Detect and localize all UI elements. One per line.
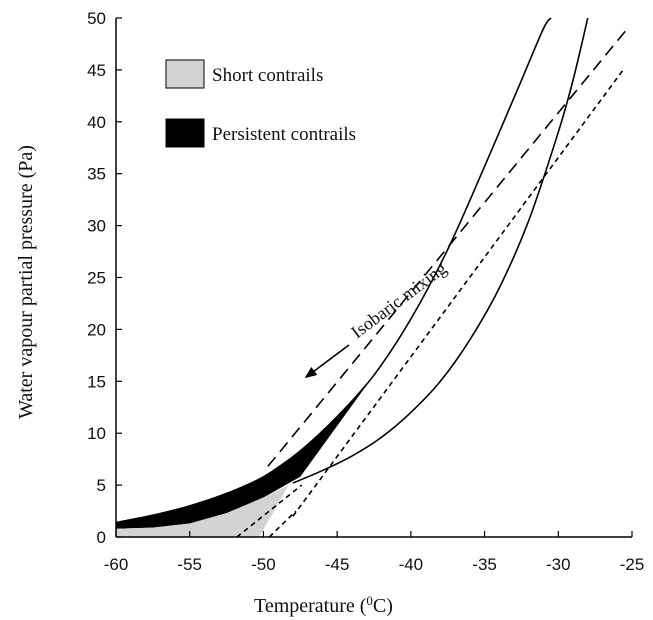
legend-swatch-short-contrails [165,59,205,89]
region-short-contrails [116,485,289,537]
y-tick-label: 20 [87,320,106,339]
x-ticks: -60 -55 -50 -45 -40 -35 -30 -25 [104,531,645,574]
y-tick-label: 5 [97,476,106,495]
x-tick-label: -55 [177,555,202,574]
series-long-dashed-2 [267,27,629,467]
legend: Short contrails Persistent contrails [165,59,356,148]
y-tick-label: 10 [87,424,106,443]
series-short-dashed-3 [292,69,624,517]
y-tick-label: 0 [97,528,106,547]
x-tick-label: -50 [251,555,276,574]
y-axis-title: Water vapour partial pressure (Pa) [15,145,37,419]
legend-swatch-persistent-contrails [165,118,205,148]
legend-label-short-contrails: Short contrails [212,65,323,86]
x-axis-title: Temperature (0C) [254,593,393,617]
arrowhead-icon [304,366,318,379]
y-tick-label: 50 [87,9,106,28]
isobaric-mixing-annotation: Isobaric mixing [304,258,450,379]
series-solid-1 [292,17,589,484]
axes-layer [115,18,632,538]
regions-layer [116,375,374,537]
region-persistent-contrails [116,375,374,529]
x-tick-label: -60 [104,555,129,574]
x-tick-label: -25 [620,555,645,574]
y-ticks: 0 5 10 15 20 25 30 35 40 45 50 [87,9,122,547]
series-short-dashed-4 [236,484,303,538]
legend-label-persistent-contrails: Persistent contrails [212,124,356,145]
curves-layer [115,17,629,538]
x-tick-label: -30 [546,555,571,574]
y-tick-label: 45 [87,61,106,80]
y-tick-label: 35 [87,165,106,184]
y-tick-label: 30 [87,217,106,236]
y-tick-label: 40 [87,113,106,132]
isobaric-mixing-label: Isobaric mixing [347,258,450,342]
x-tick-label: -40 [399,555,424,574]
series-solid-0 [115,17,552,524]
y-tick-label: 15 [87,372,106,391]
x-tick-label: -35 [472,555,497,574]
isobaric-mixing-arrow [310,344,350,375]
x-tick-label: -45 [325,555,350,574]
y-tick-label: 25 [87,269,106,288]
series-short-dashed-5 [268,510,297,538]
